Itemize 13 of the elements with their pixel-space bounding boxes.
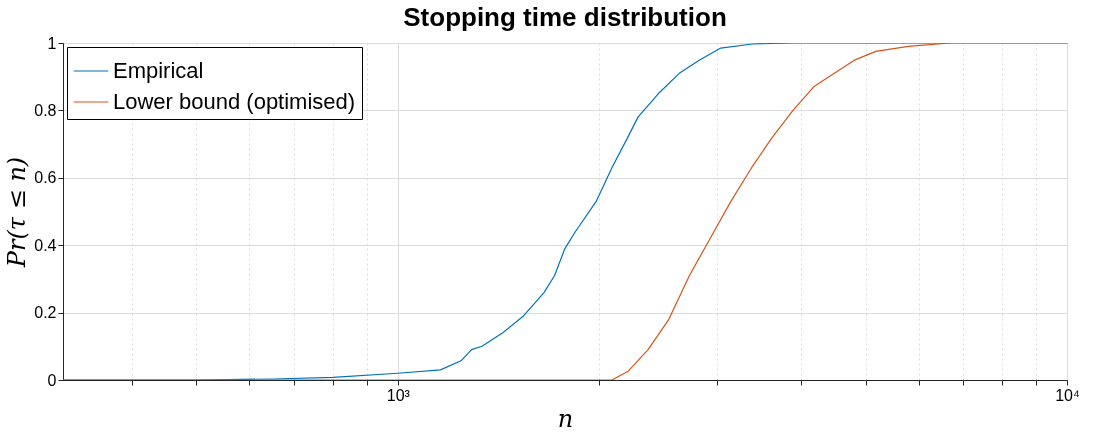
legend-label: Empirical [113, 58, 204, 83]
y-axis-title: Pr(τ ≤ n) [3, 156, 32, 269]
y-tick-label: 0.2 [34, 304, 57, 322]
chart-title: Stopping time distribution [403, 2, 727, 32]
y-tick-label: 0.8 [34, 101, 57, 119]
y-tick-label: 0.6 [34, 169, 57, 187]
x-tick-label: 10³ [386, 386, 411, 404]
x-tick-label: 10⁴ [1055, 386, 1080, 404]
y-tick-label: 0.4 [34, 236, 57, 254]
legend-label: Lower bound (optimised) [113, 89, 356, 114]
y-tick-label: 1 [47, 34, 57, 52]
x-axis-title: n [557, 404, 574, 433]
y-tick-label: 0 [47, 371, 57, 389]
